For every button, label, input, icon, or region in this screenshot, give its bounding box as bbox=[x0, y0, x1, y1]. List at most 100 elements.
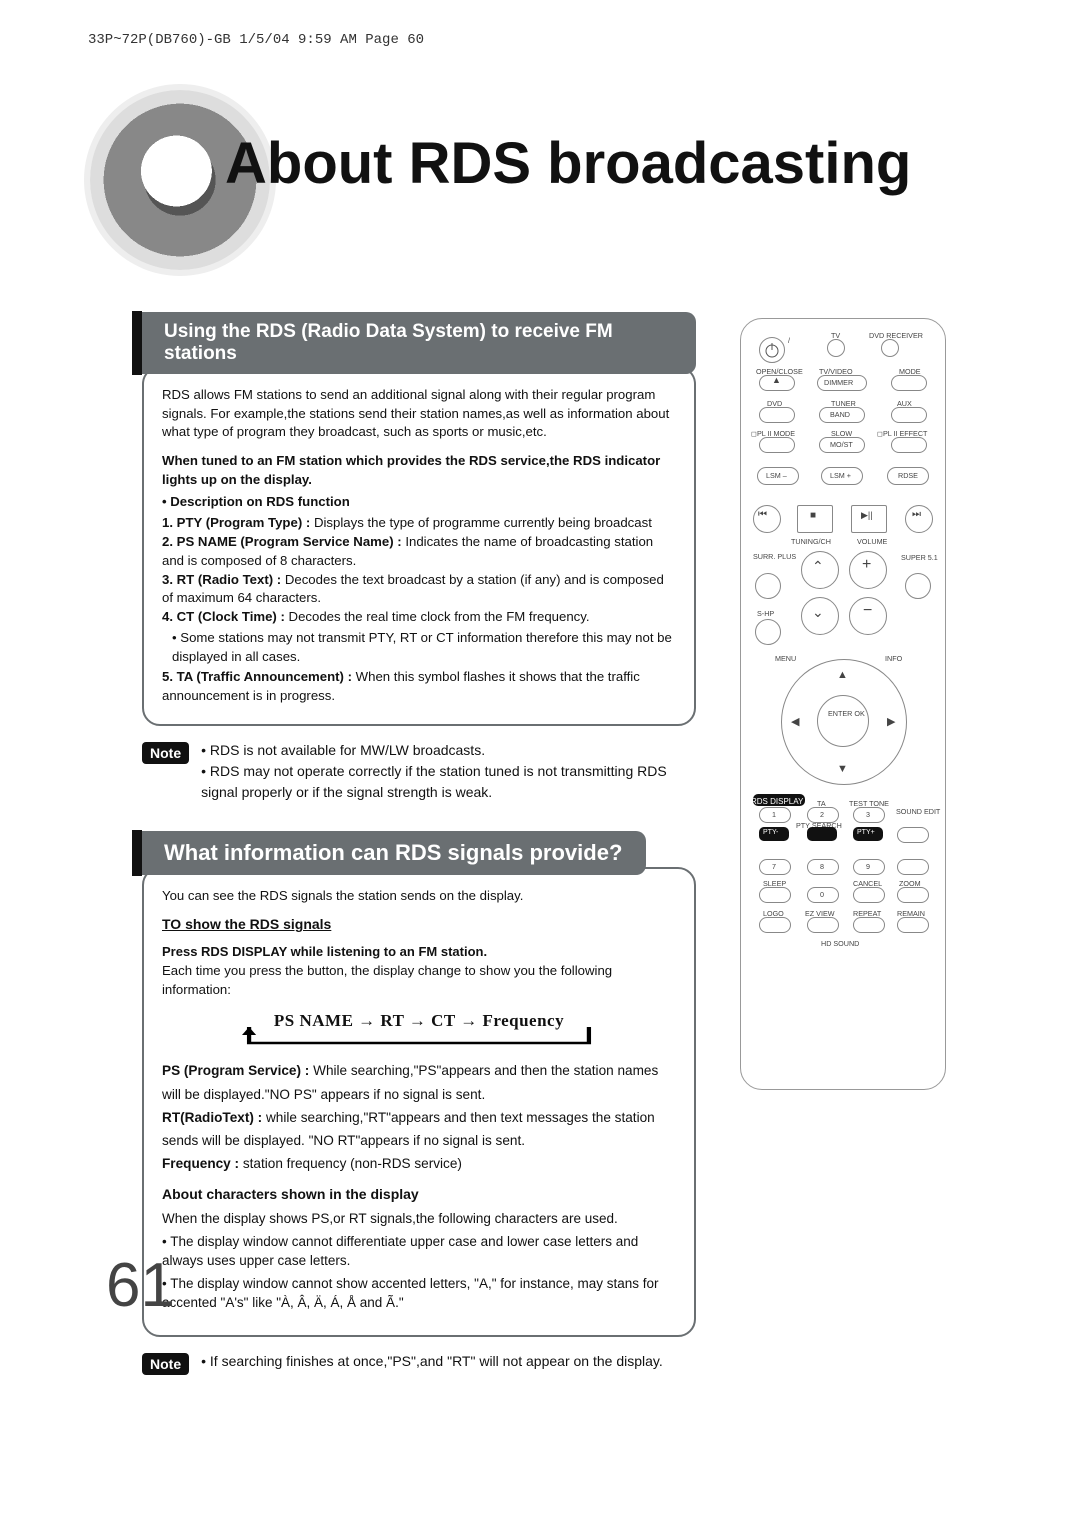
pty-m-label: PTY- bbox=[763, 829, 778, 836]
soundedit-button bbox=[897, 827, 929, 843]
tuner-button: BAND bbox=[819, 407, 865, 423]
num9: 9 bbox=[866, 862, 870, 871]
freq-desc: Frequency : station frequency (non-RDS s… bbox=[162, 1152, 676, 1175]
hdsound-label: HD SOUND bbox=[821, 939, 859, 948]
note-text: • RDS is not available for MW/LW broadca… bbox=[201, 740, 696, 803]
note2-text: • If searching finishes at once,"PS",and… bbox=[201, 1351, 663, 1372]
press-desc: Each time you press the button, the disp… bbox=[162, 962, 676, 999]
menu-label: MENU bbox=[775, 654, 796, 663]
remain-button bbox=[897, 917, 929, 933]
num2: 2 bbox=[820, 810, 824, 819]
volume-label: VOLUME bbox=[857, 537, 887, 546]
rds-btn-3: 3 bbox=[853, 807, 885, 823]
num3: 3 bbox=[866, 810, 870, 819]
item5-term: 5. TA (Traffic Announcement) : bbox=[162, 669, 352, 684]
rds-item-2: 2. PS NAME (Program Service Name) : Indi… bbox=[162, 533, 676, 570]
section1-heading: Using the RDS (Radio Data System) to rec… bbox=[142, 312, 696, 374]
note1-line2: • RDS may not operate correctly if the s… bbox=[201, 761, 696, 803]
dpad-left-icon: ◀ bbox=[791, 715, 799, 728]
aux-button bbox=[891, 407, 927, 423]
item1-text: Displays the type of programme currently… bbox=[314, 515, 652, 530]
chars-bullet2: • The display window cannot show accente… bbox=[162, 1274, 676, 1312]
num7-button: 7 bbox=[759, 859, 791, 875]
next-button: ⏭ bbox=[905, 505, 933, 533]
freq-text: station frequency (non-RDS service) bbox=[243, 1156, 462, 1171]
super51-label: SUPER 5.1 bbox=[901, 553, 938, 562]
section1-bold: When tuned to an FM station which provid… bbox=[162, 452, 676, 489]
ps-desc: PS (Program Service) : While searching,"… bbox=[162, 1059, 676, 1105]
prev-button: ⏮ bbox=[753, 505, 781, 533]
lsm-plus-button: LSM + bbox=[821, 467, 863, 485]
rds-item-1: 1. PTY (Program Type) : Displays the typ… bbox=[162, 514, 676, 533]
num8-button: 8 bbox=[807, 859, 839, 875]
remote-tv-led bbox=[827, 339, 845, 357]
lsmm-label: LSM – bbox=[766, 471, 787, 480]
power-icon bbox=[760, 338, 784, 362]
ship-label: S-HP bbox=[757, 609, 774, 618]
rt-desc: RT(RadioText) : while searching,"RT"appe… bbox=[162, 1106, 676, 1152]
remote-dvdrec-led bbox=[881, 339, 899, 357]
logo-button bbox=[759, 917, 791, 933]
repeat-button bbox=[853, 917, 885, 933]
freq-term: Frequency : bbox=[162, 1156, 239, 1171]
most-label: MO/ST bbox=[830, 440, 853, 449]
chars-intro: When the display shows PS,or RT signals,… bbox=[162, 1209, 676, 1228]
pty-search-button bbox=[807, 827, 837, 841]
dpad-up-icon: ▲ bbox=[837, 669, 848, 681]
blank-button bbox=[897, 859, 929, 875]
ship-button bbox=[755, 619, 781, 645]
section2-note: Note • If searching finishes at once,"PS… bbox=[142, 1351, 696, 1375]
chars-bullet1: • The display window cannot differentiat… bbox=[162, 1232, 676, 1270]
tuning-up-button: ⌃ bbox=[801, 551, 839, 589]
num7: 7 bbox=[772, 862, 776, 871]
num9-button: 9 bbox=[853, 859, 885, 875]
section2-heading: What information can RDS signals provide… bbox=[142, 831, 646, 875]
pty-p-label: PTY+ bbox=[857, 829, 875, 836]
enter-label: ENTER OK bbox=[828, 710, 865, 718]
rds-item-5: 5. TA (Traffic Announcement) : When this… bbox=[162, 668, 676, 705]
dvdrec-label: DVD RECEIVER bbox=[861, 331, 931, 340]
super51-button bbox=[905, 573, 931, 599]
rds-display-label: RDS DISPLAY bbox=[751, 797, 803, 806]
dvd-button bbox=[759, 407, 795, 423]
section1-body: RDS allows FM stations to send an additi… bbox=[142, 366, 696, 726]
tuningch-label: TUNING/CH bbox=[791, 537, 831, 546]
openclose-button: ▲ bbox=[759, 375, 795, 391]
section-rds-receive: Using the RDS (Radio Data System) to rec… bbox=[142, 312, 696, 803]
item3-term: 3. RT (Radio Text) : bbox=[162, 572, 281, 587]
item4-sub: • Some stations may not transmit PTY, RT… bbox=[172, 629, 676, 666]
slow-button: MO/ST bbox=[819, 437, 865, 453]
dpad-right-icon: ▶ bbox=[887, 715, 895, 728]
rdse-label: RDSE bbox=[898, 471, 918, 480]
dimmer-button: DIMMER bbox=[817, 375, 867, 391]
vol-up-button: + bbox=[849, 551, 887, 589]
note-badge: Note bbox=[142, 742, 189, 764]
file-info-header: 33P~72P(DB760)-GB 1/5/04 9:59 AM Page 60 bbox=[88, 32, 424, 48]
num8: 8 bbox=[820, 862, 824, 871]
note1-line1: • RDS is not available for MW/LW broadca… bbox=[201, 740, 696, 761]
section2-intro: You can see the RDS signals the station … bbox=[162, 887, 676, 906]
rt-term: RT(RadioText) : bbox=[162, 1110, 262, 1125]
rds-item-3: 3. RT (Radio Text) : Decodes the text br… bbox=[162, 571, 676, 608]
mode-button bbox=[891, 375, 927, 391]
ps-term: PS (Program Service) : bbox=[162, 1063, 309, 1078]
sleep-button bbox=[759, 887, 791, 903]
flow-text: PS NAME → RT → CT → Frequency bbox=[274, 1011, 564, 1030]
rds-item-4: 4. CT (Clock Time) : Decodes the real ti… bbox=[162, 608, 676, 666]
stop-button: ■ bbox=[797, 505, 833, 533]
section2-subhead: TO show the RDS signals bbox=[162, 915, 676, 935]
about-chars-head: About characters shown in the display bbox=[162, 1185, 676, 1205]
item4-term: 4. CT (Clock Time) : bbox=[162, 609, 285, 624]
section2-body: You can see the RDS signals the station … bbox=[142, 867, 696, 1337]
content-column: Using the RDS (Radio Data System) to rec… bbox=[142, 312, 696, 1403]
flow-loop-arrow-icon bbox=[242, 1027, 596, 1051]
num1: 1 bbox=[772, 810, 776, 819]
band-label: BAND bbox=[830, 410, 850, 419]
surrplus-label: SURR. PLUS bbox=[753, 553, 796, 561]
section-rds-info: What information can RDS signals provide… bbox=[142, 831, 696, 1375]
page-number: 61 bbox=[106, 1250, 175, 1321]
item2-term: 2. PS NAME (Program Service Name) : bbox=[162, 534, 402, 549]
zoom-button bbox=[897, 887, 929, 903]
tuning-down-button: ⌄ bbox=[801, 597, 839, 635]
lsmp-label: LSM + bbox=[830, 471, 851, 480]
